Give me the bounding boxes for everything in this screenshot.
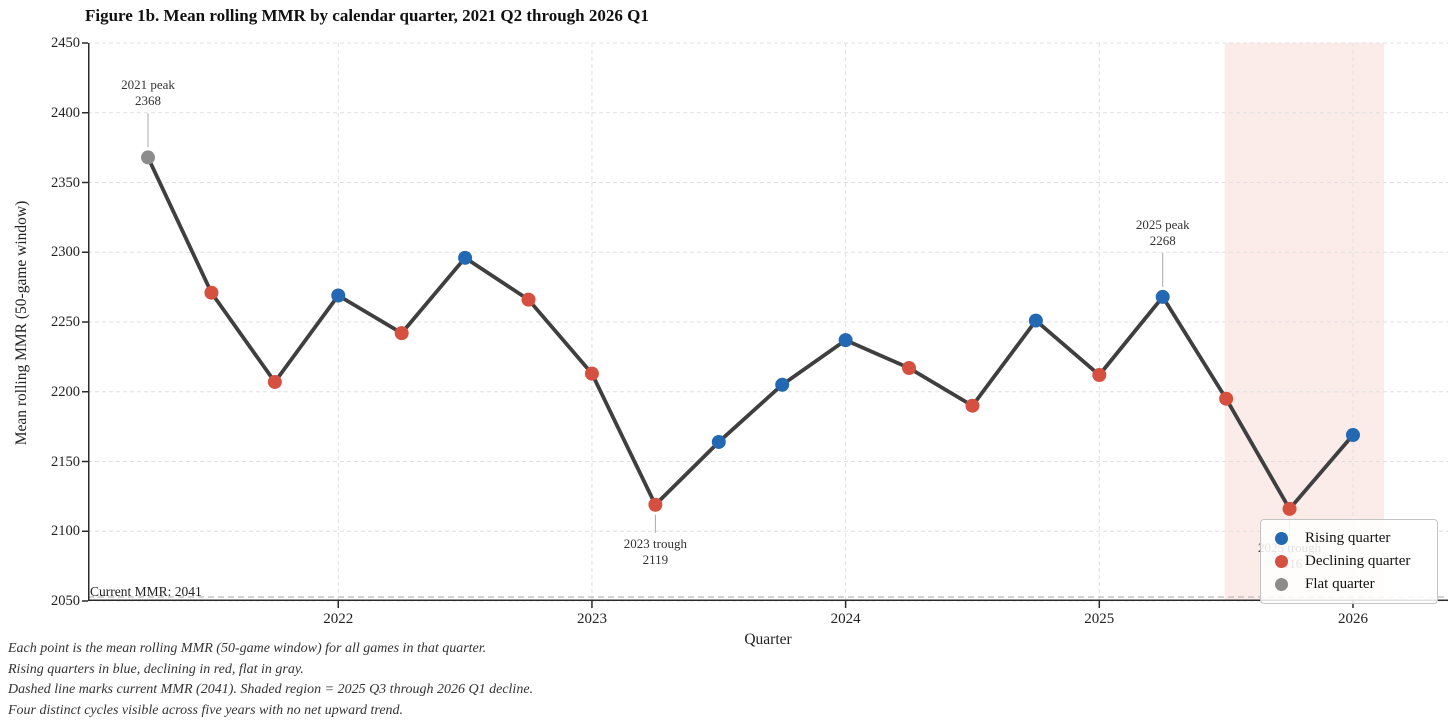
data-point-2021-q4 [267,374,282,389]
legend-item-rising: Rising quarter [1275,527,1427,550]
plot-canvas [82,42,1448,608]
declining-marker-icon [1275,555,1288,568]
data-point-2021-q3 [204,285,219,300]
chart-title: Figure 1b. Mean rolling MMR by calendar … [85,6,649,25]
annotation-2021-peak: 2021 peak 2368 [121,77,175,109]
caption-line: Each point is the mean rolling MMR (50-g… [8,641,487,656]
data-point-2024-q1 [838,333,853,348]
caption-line: Four distinct cycles visible across five… [8,703,404,719]
y-tick-label: 2200 [51,383,80,400]
y-tick-label: 2100 [51,523,80,540]
x-tick-label: 2026 [1337,611,1368,627]
y-tick-label: 2250 [51,314,80,330]
current-mmr-label: Current MMR: 2041 [90,584,202,599]
data-point-2023-q1 [584,366,599,381]
data-point-2022-q2 [394,326,409,341]
legend-item-declining: Declining quarter [1275,550,1427,573]
data-point-2025-q3 [1219,391,1234,406]
y-tick-label: 2150 [51,453,80,470]
data-point-2022-q3 [458,250,473,265]
data-point-2025-q2 [1155,289,1170,304]
data-point-2022-q1 [331,288,346,303]
data-point-2022-q4 [521,292,536,307]
data-point-2023-q3 [711,434,726,449]
y-tick-label: 2350 [51,174,80,191]
legend-item-label: Rising quarter [1305,530,1391,546]
data-point-2026-q1 [1345,427,1360,442]
shaded-region-decline [1224,43,1384,601]
flat-marker-icon [1275,578,1288,591]
x-tick-label: 2022 [323,611,354,627]
data-point-2024-q2 [902,361,917,376]
caption-line: Dashed line marks current MMR (2041). Sh… [8,682,534,698]
y-tick-label: 2050 [51,593,80,609]
data-point-2024-q4 [1028,313,1043,328]
legend: Rising quarter Declining quarter Flat qu… [1260,519,1438,604]
legend-item-label: Declining quarter [1305,553,1411,569]
rising-marker-icon [1275,532,1288,545]
legend-item-label: Flat quarter [1305,576,1375,592]
legend-item-flat: Flat quarter [1275,573,1427,596]
y-tick-label: 2300 [51,244,80,261]
x-tick-label: 2025 [1084,611,1115,627]
data-point-2025-q4 [1282,501,1297,516]
data-point-2023-q4 [775,377,790,392]
y-tick-label: 2400 [51,104,80,121]
caption-line: Rising quarters in blue, declining in re… [8,661,304,677]
data-point-2025-q1 [1092,368,1107,383]
x-tick-label: 2024 [830,611,861,627]
mmr-trend-line [146,155,1355,511]
x-axis-title: Quarter [744,631,792,648]
x-tick-label: 2023 [576,611,607,627]
y-tick-label: 2450 [51,35,80,51]
y-axis-title: Mean rolling MMR (50-game window) [13,200,30,446]
data-point-2023-q2 [648,497,663,512]
annotation-2025-peak: 2025 peak 2268 [1135,216,1190,248]
annotation-2023-trough: 2023 trough 2119 [623,535,687,567]
data-point-2024-q3 [965,398,980,413]
data-point-2021-q2 [141,150,155,165]
figure-caption: Each point is the mean rolling MMR (50-g… [8,639,533,722]
